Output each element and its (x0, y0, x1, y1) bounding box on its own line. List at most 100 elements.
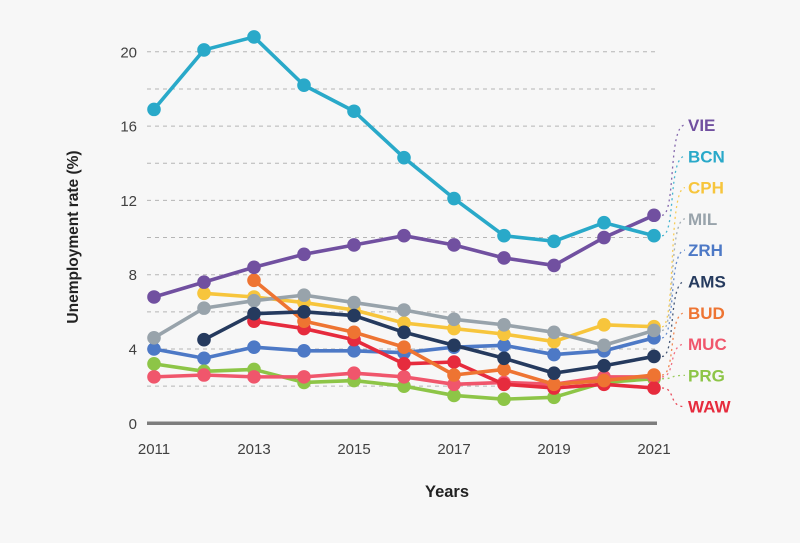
y-tick-label: 20 (120, 44, 137, 61)
data-point-AMS-2016 (397, 325, 411, 340)
data-point-BUD-2017 (447, 368, 461, 382)
data-point-VIE-2017 (447, 238, 461, 252)
data-point-MIL-2018 (497, 318, 511, 332)
data-point-CPH-2012 (197, 286, 211, 301)
legend-leader-lines (661, 124, 686, 408)
legend-leader-ZRH (661, 249, 686, 339)
x-tick-label: 2011 (138, 441, 170, 458)
data-point-MUC-2015 (347, 366, 361, 380)
legend-leader-BCN (661, 155, 686, 237)
data-point-BCN-2017 (447, 191, 461, 206)
data-point-VIE-2020 (597, 230, 611, 245)
x-tick-label: 2017 (437, 441, 470, 458)
data-point-WAW-2016 (397, 357, 411, 371)
data-point-AMS-2021 (647, 349, 661, 364)
x-tick-label: 2021 (637, 441, 670, 458)
legend-leader-MUC (661, 343, 686, 378)
data-point-MIL-2016 (397, 303, 411, 317)
data-point-PRG-2018 (497, 392, 511, 406)
legend-leader-VIE (661, 124, 686, 216)
data-point-BCN-2016 (397, 150, 411, 165)
legend-label-ZRH: ZRH (688, 241, 723, 260)
data-point-BUD-2013 (247, 273, 261, 288)
series-BCN (147, 30, 661, 249)
data-point-BUD-2015 (347, 325, 361, 340)
data-point-ZRH-2018 (497, 338, 511, 353)
data-point-BUD-2020 (597, 373, 611, 388)
data-point-VIE-2021 (647, 208, 661, 223)
data-point-AMS-2017 (447, 338, 461, 353)
data-point-VIE-2012 (197, 275, 211, 289)
data-point-VIE-2019 (547, 258, 561, 273)
data-point-BUD-2018 (497, 362, 511, 377)
data-point-WAW-2018 (497, 377, 511, 392)
data-point-BCN-2013 (247, 30, 261, 44)
data-point-BCN-2018 (497, 228, 511, 243)
data-point-MIL-2011 (147, 331, 161, 345)
data-point-MUC-2013 (247, 370, 261, 384)
data-point-ZRH-2019 (547, 347, 561, 362)
data-point-BCN-2014 (297, 78, 311, 93)
data-point-PRG-2011 (147, 357, 161, 371)
data-point-AMS-2020 (597, 358, 611, 373)
data-point-MIL-2014 (297, 288, 311, 302)
data-point-BCN-2011 (147, 102, 161, 117)
legend-leader-PRG (661, 374, 686, 380)
data-point-VIE-2013 (247, 260, 261, 275)
data-point-ZRH-2013 (247, 340, 261, 354)
x-axis-title: Years (425, 483, 469, 501)
data-point-MUC-2011 (147, 370, 161, 384)
series-line-AMS (202, 310, 656, 375)
data-point-MIL-2021 (647, 323, 661, 338)
y-tick-label: 12 (120, 193, 137, 210)
legend: VIE BCN CPH MIL ZRH AMS BUD MUC PRG WAW (688, 116, 731, 417)
data-point-PRG-2017 (447, 388, 461, 403)
data-point-MIL-2015 (347, 295, 361, 310)
data-point-BUD-2016 (397, 340, 411, 354)
legend-label-PRG: PRG (688, 366, 725, 385)
data-point-AMS-2013 (247, 306, 261, 321)
legend-label-WAW: WAW (688, 398, 731, 417)
data-point-MUC-2014 (297, 370, 311, 384)
data-point-VIE-2015 (347, 238, 361, 252)
data-series (147, 30, 661, 406)
series-MIL (147, 288, 661, 353)
y-axis-title: Unemployment rate (%) (65, 150, 82, 323)
y-tick-label: 16 (120, 119, 137, 136)
series-VIE (147, 208, 661, 304)
data-point-ZRH-2015 (347, 344, 361, 358)
legend-label-AMS: AMS (688, 273, 726, 292)
data-point-MIL-2019 (547, 325, 561, 340)
legend-leader-MIL (661, 218, 686, 332)
data-point-WAW-2017 (447, 355, 461, 369)
series-line-BCN (152, 35, 656, 244)
x-tick-labels: 2011 2013 2015 2017 2019 2021 (138, 441, 671, 458)
data-point-BUD-2021 (647, 368, 661, 382)
legend-label-MUC: MUC (688, 335, 727, 354)
legend-leader-BUD (661, 312, 686, 376)
data-point-ZRH-2011 (147, 342, 161, 356)
x-tick-label: 2013 (237, 441, 270, 458)
data-point-AMS-2015 (347, 308, 361, 323)
data-point-AMS-2012 (197, 332, 211, 347)
y-tick-labels: 0 4 8 12 16 20 (120, 44, 137, 432)
data-point-BCN-2020 (597, 215, 611, 230)
legend-label-MIL: MIL (688, 210, 717, 229)
data-point-BCN-2015 (347, 104, 361, 119)
data-point-CPH-2020 (597, 318, 611, 332)
data-point-VIE-2014 (297, 247, 311, 262)
legend-label-BUD: BUD (688, 304, 725, 323)
data-point-VIE-2011 (147, 290, 161, 304)
legend-leader-CPH (661, 186, 686, 328)
series-line-VIE (152, 213, 656, 299)
x-tick-label: 2019 (537, 441, 570, 458)
data-point-MIL-2020 (597, 338, 611, 353)
data-point-VIE-2016 (397, 228, 411, 243)
data-point-BCN-2012 (197, 43, 211, 57)
data-point-AMS-2014 (297, 305, 311, 319)
data-point-AMS-2019 (547, 366, 561, 380)
data-point-MUC-2012 (197, 368, 211, 382)
legend-label-CPH: CPH (688, 179, 724, 198)
